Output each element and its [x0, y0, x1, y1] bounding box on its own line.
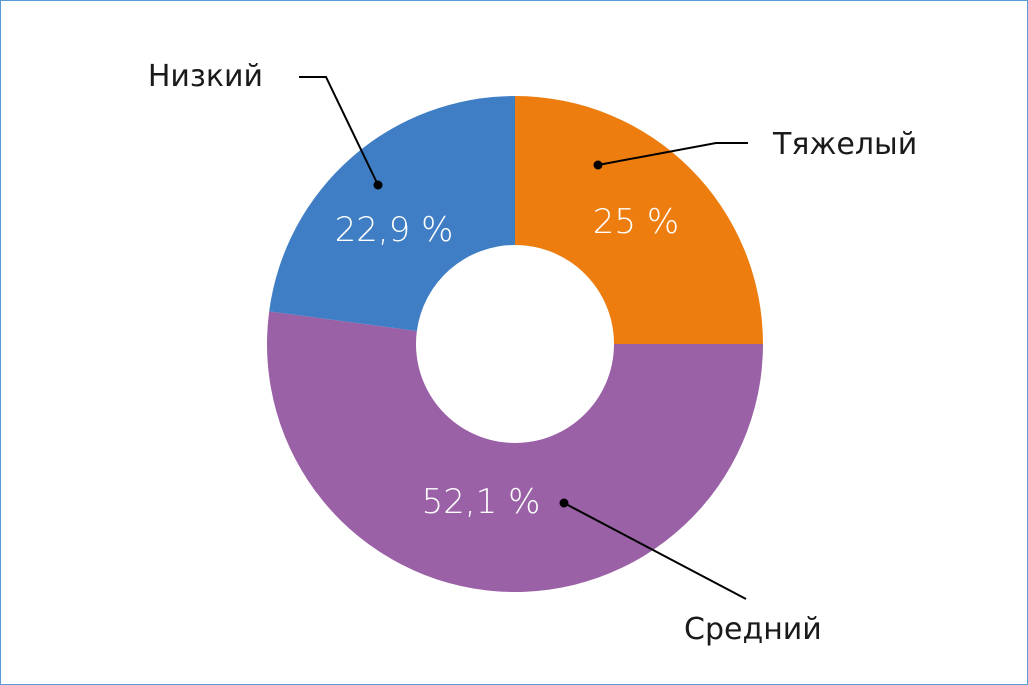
slices-layer: [266, 96, 763, 593]
slice-low: [269, 96, 515, 331]
value-label-heavy: 25 %: [593, 202, 679, 242]
slice-medium: [266, 311, 763, 593]
category-label-medium: Средний: [684, 612, 822, 647]
leader-lines: [299, 76, 748, 600]
slice-heavy: [515, 96, 763, 344]
leader-line-low: [299, 76, 379, 186]
value-label-medium: 52,1 %: [422, 482, 541, 522]
leader-dot-low: [373, 180, 383, 190]
leader-dot-heavy: [593, 160, 603, 170]
category-label-heavy: Тяжелый: [772, 127, 917, 162]
value-label-low: 22,9 %: [335, 210, 454, 250]
leader-dot-medium: [559, 498, 569, 508]
leader-line-medium: [563, 502, 747, 600]
category-label-low: Низкий: [148, 59, 263, 94]
leader-line-heavy: [597, 142, 748, 166]
